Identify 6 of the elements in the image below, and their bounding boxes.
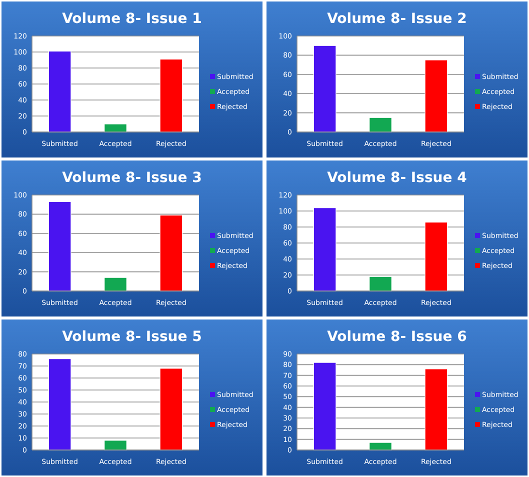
chart-title: Volume 8- Issue 5 [62, 329, 202, 345]
chart-title: Volume 8- Issue 6 [327, 329, 467, 345]
chart-title: Volume 8- Issue 3 [62, 170, 202, 186]
chart-title: Volume 8- Issue 4 [327, 170, 468, 186]
chart-title: Volume 8- Issue 2 [327, 11, 467, 27]
chart-title: Volume 8- Issue 1 [62, 11, 202, 27]
